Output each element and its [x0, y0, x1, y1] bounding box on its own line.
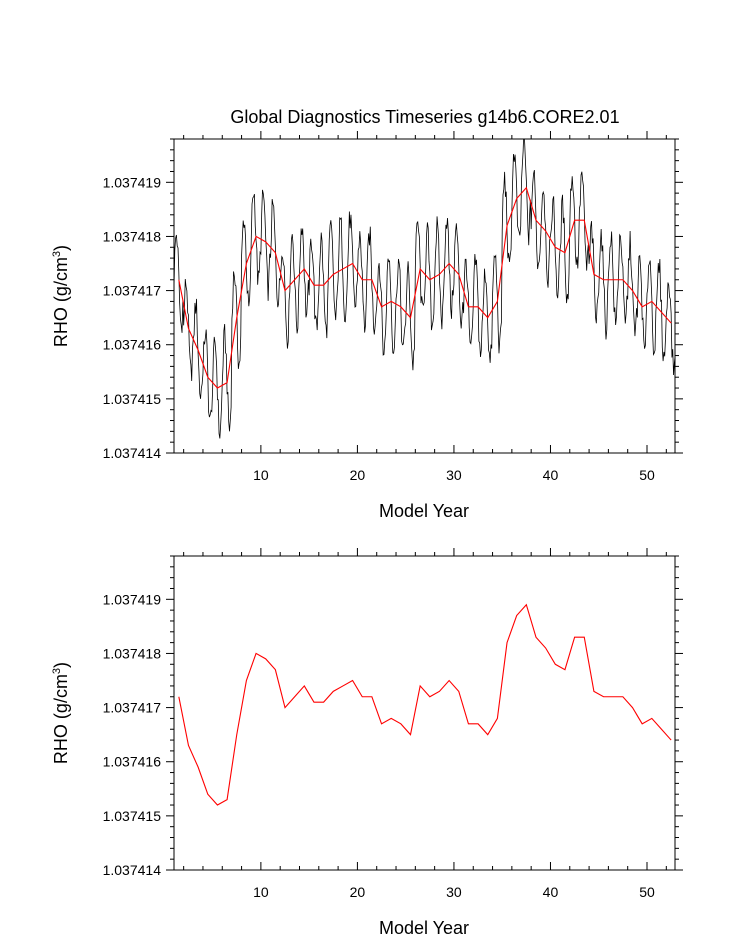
top-y-tick-label: 1.037419	[103, 174, 162, 190]
top-axis-ticks	[166, 131, 683, 454]
top-x-tick-label: 40	[543, 467, 559, 483]
top-x-tick-label: 50	[639, 467, 655, 483]
bottom-y-tick-label: 1.037417	[103, 700, 162, 716]
bottom-y-tick-label: 1.037416	[103, 754, 162, 770]
bottom-y-tick-labels: 1.037414 1.037415 1.037416 1.037417 1.037418…	[103, 591, 162, 878]
top-x-tick-labels: 10 20 30 40 50	[253, 467, 655, 483]
top-series-monthly-line	[174, 139, 675, 439]
bottom-y-axis-title-sup: 3	[51, 668, 63, 674]
bottom-x-tick-label: 50	[639, 884, 655, 900]
top-x-tick-label: 20	[350, 467, 366, 483]
bottom-plot-frame	[173, 555, 676, 871]
bottom-x-axis-title: Model Year	[379, 918, 469, 938]
top-y-tick-label: 1.037414	[103, 445, 162, 461]
top-plot-frame	[173, 138, 676, 454]
bottom-x-tick-label: 40	[543, 884, 559, 900]
bottom-x-tick-labels: 10 20 30 40 50	[253, 884, 655, 900]
top-y-tick-labels: 1.037414 1.037415 1.037416 1.037417 1.037418…	[103, 174, 162, 461]
top-series-group	[174, 139, 675, 439]
top-y-tick-label: 1.037416	[103, 337, 162, 353]
top-series-annual-line	[178, 186, 672, 389]
bottom-axis-ticks	[166, 548, 683, 871]
top-y-axis-title-main: RHO (g/cm	[51, 257, 71, 347]
top-x-tick-label: 30	[446, 467, 462, 483]
bottom-y-axis-title: RHO (g/cm3)	[51, 662, 71, 764]
chart-title: Global Diagnostics Timeseries g14b6.CORE…	[230, 107, 619, 127]
bottom-panel: 1.037414 1.037415 1.037416 1.037417 1.037418…	[51, 548, 683, 938]
top-y-axis-title: RHO (g/cm3)	[51, 245, 71, 347]
bottom-series-group	[178, 603, 672, 806]
top-y-tick-label: 1.037418	[103, 228, 162, 244]
top-x-tick-label: 10	[253, 467, 269, 483]
top-y-tick-label: 1.037415	[103, 391, 162, 407]
top-y-tick-label: 1.037417	[103, 283, 162, 299]
bottom-x-tick-label: 30	[446, 884, 462, 900]
bottom-y-tick-label: 1.037414	[103, 862, 162, 878]
bottom-y-tick-label: 1.037415	[103, 808, 162, 824]
bottom-y-tick-label: 1.037419	[103, 591, 162, 607]
bottom-y-axis-title-main: RHO (g/cm	[51, 674, 71, 764]
bottom-series-annual-line	[178, 603, 672, 806]
bottom-y-tick-label: 1.037418	[103, 645, 162, 661]
top-y-axis-title-sup: 3	[51, 251, 63, 257]
bottom-x-tick-label: 20	[350, 884, 366, 900]
top-panel: 1.037414 1.037415 1.037416 1.037417 1.037418…	[51, 131, 683, 521]
top-y-axis-title-close: )	[51, 245, 71, 251]
top-x-axis-title: Model Year	[379, 501, 469, 521]
bottom-y-axis-title-close: )	[51, 662, 71, 668]
bottom-x-tick-label: 10	[253, 884, 269, 900]
